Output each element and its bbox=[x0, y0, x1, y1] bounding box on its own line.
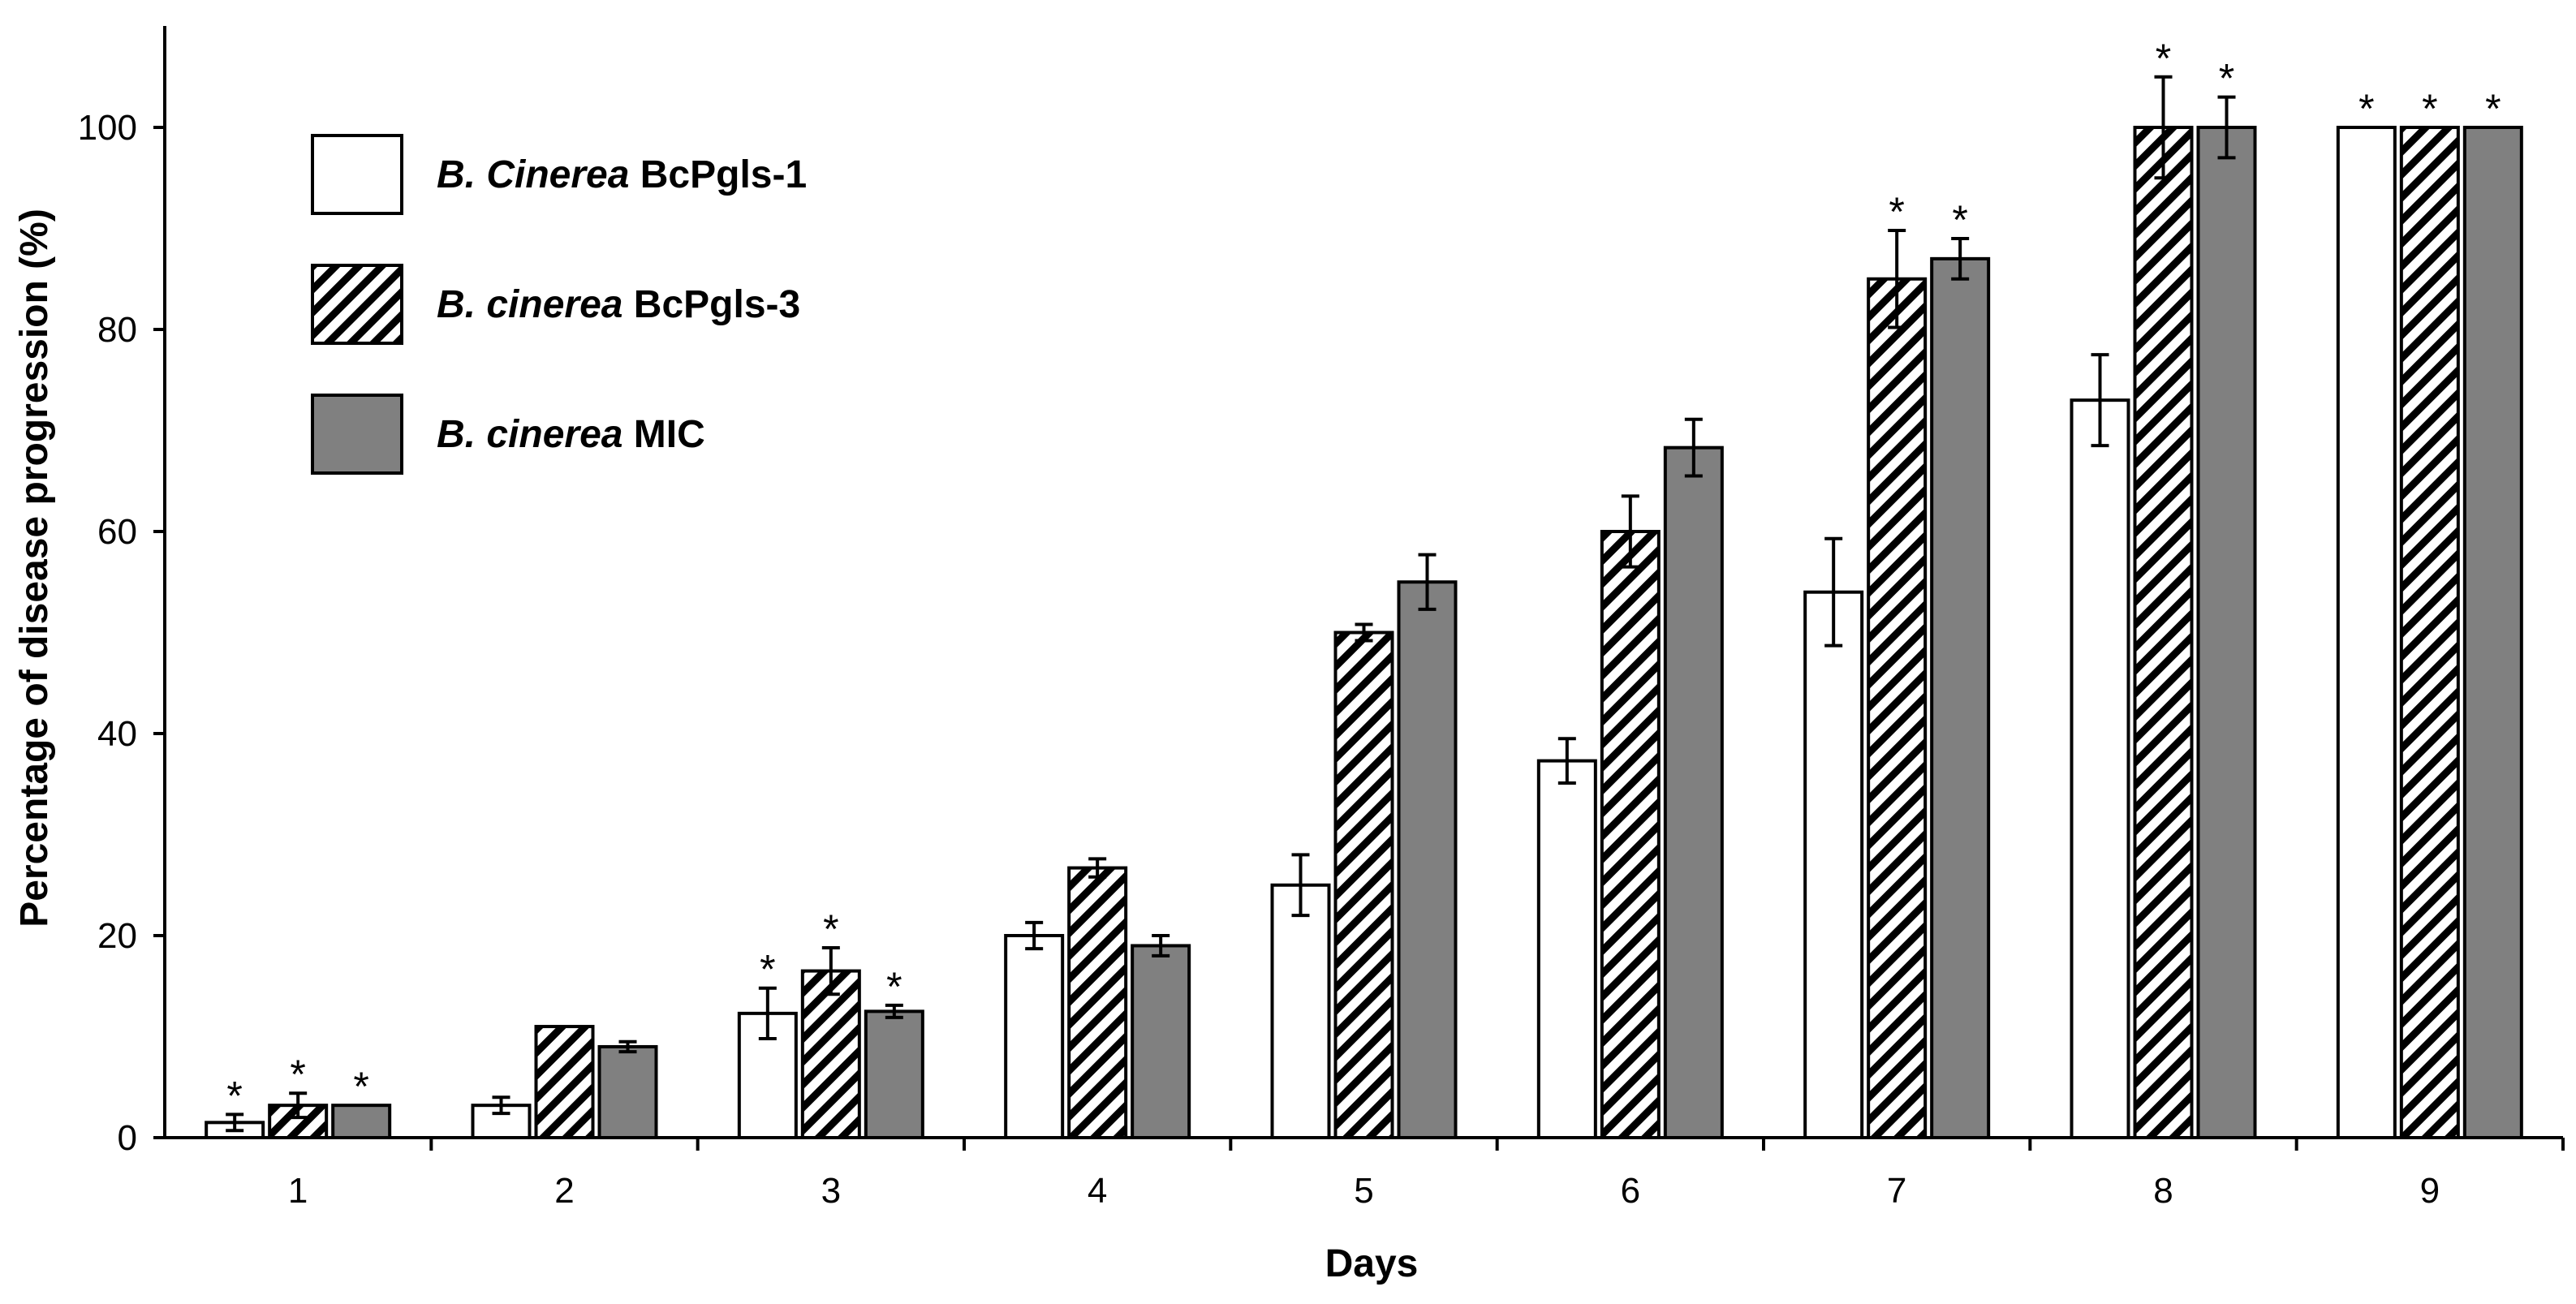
significance-star: * bbox=[1889, 189, 1904, 235]
legend-swatch bbox=[311, 264, 403, 345]
y-tick-label: 0 bbox=[118, 1118, 137, 1158]
bar bbox=[2133, 126, 2194, 1139]
legend-label: B. cinerea MIC bbox=[437, 413, 705, 456]
legend-label: B. cinerea BcPgls-3 bbox=[437, 283, 800, 326]
y-tick-label: 60 bbox=[97, 512, 137, 552]
bar bbox=[1397, 580, 1458, 1139]
bar bbox=[1663, 445, 1724, 1139]
bar bbox=[1067, 866, 1128, 1139]
y-tick-label: 100 bbox=[78, 108, 137, 148]
significance-star: * bbox=[290, 1052, 305, 1097]
significance-star: * bbox=[2358, 86, 2374, 131]
significance-star: * bbox=[1952, 197, 1967, 243]
legend-label-species: B. cinerea bbox=[437, 413, 622, 456]
legend-swatch bbox=[311, 134, 403, 215]
bar bbox=[2336, 126, 2397, 1139]
x-tick-label: 8 bbox=[2153, 1171, 2173, 1211]
legend: B. Cinerea BcPgls-1B. cinerea BcPgls-3B.… bbox=[311, 134, 807, 475]
legend-label-species: B. Cinerea bbox=[437, 153, 629, 196]
bar bbox=[1004, 934, 1065, 1139]
y-tick-label: 20 bbox=[97, 916, 137, 956]
y-axis-title: Percentage of disease progression (%) bbox=[13, 209, 56, 927]
bar bbox=[2070, 398, 2130, 1139]
x-ticks: 1 2 3 4 5 6 7 8 9 bbox=[288, 1138, 2565, 1211]
y-tick-label: 40 bbox=[97, 714, 137, 754]
x-tick-label: 9 bbox=[2420, 1171, 2440, 1211]
y-ticks: 0 20 40 60 80 100 bbox=[78, 108, 165, 1158]
x-tick-label: 1 bbox=[288, 1171, 308, 1211]
bar bbox=[597, 1044, 658, 1139]
significance-markers: * * * * * * * * * * * * * bbox=[226, 36, 2501, 1119]
significance-star: * bbox=[2485, 86, 2501, 131]
x-tick-label: 3 bbox=[821, 1171, 841, 1211]
x-tick-label: 5 bbox=[1354, 1171, 1373, 1211]
bar bbox=[2462, 126, 2523, 1139]
legend-swatch bbox=[311, 394, 403, 475]
bar bbox=[800, 969, 861, 1139]
bar bbox=[2196, 126, 2257, 1139]
significance-star: * bbox=[353, 1064, 368, 1109]
bar bbox=[1803, 590, 1864, 1139]
bar bbox=[1536, 759, 1597, 1139]
legend-label-species: B. cinerea bbox=[437, 283, 622, 326]
x-tick-label: 2 bbox=[554, 1171, 574, 1211]
legend-label-strain: MIC bbox=[622, 413, 704, 456]
x-tick-label: 7 bbox=[1887, 1171, 1906, 1211]
significance-star: * bbox=[226, 1073, 242, 1118]
bar bbox=[1131, 944, 1191, 1139]
bar bbox=[1930, 256, 1991, 1140]
bar bbox=[1867, 277, 1928, 1139]
bar bbox=[1600, 530, 1661, 1139]
bar bbox=[1270, 883, 1331, 1139]
x-tick-label: 4 bbox=[1088, 1171, 1107, 1211]
significance-star: * bbox=[823, 906, 838, 952]
significance-star: * bbox=[2219, 56, 2234, 101]
significance-star: * bbox=[760, 947, 775, 992]
legend-label: B. Cinerea BcPgls-1 bbox=[437, 153, 807, 196]
x-axis-title: Days bbox=[1325, 1242, 1419, 1285]
bar bbox=[864, 1009, 924, 1139]
legend-label-strain: BcPgls-3 bbox=[622, 283, 800, 326]
legend-label-strain: BcPgls-1 bbox=[629, 153, 807, 196]
significance-star: * bbox=[2156, 36, 2171, 81]
significance-star: * bbox=[886, 964, 902, 1009]
bar bbox=[534, 1025, 595, 1140]
x-tick-label: 6 bbox=[1621, 1171, 1640, 1211]
bar bbox=[1333, 630, 1394, 1139]
significance-star: * bbox=[2422, 86, 2437, 131]
error-bars bbox=[226, 75, 2236, 1133]
y-tick-label: 80 bbox=[97, 310, 137, 350]
bar bbox=[331, 1104, 392, 1140]
bar bbox=[2399, 126, 2460, 1139]
